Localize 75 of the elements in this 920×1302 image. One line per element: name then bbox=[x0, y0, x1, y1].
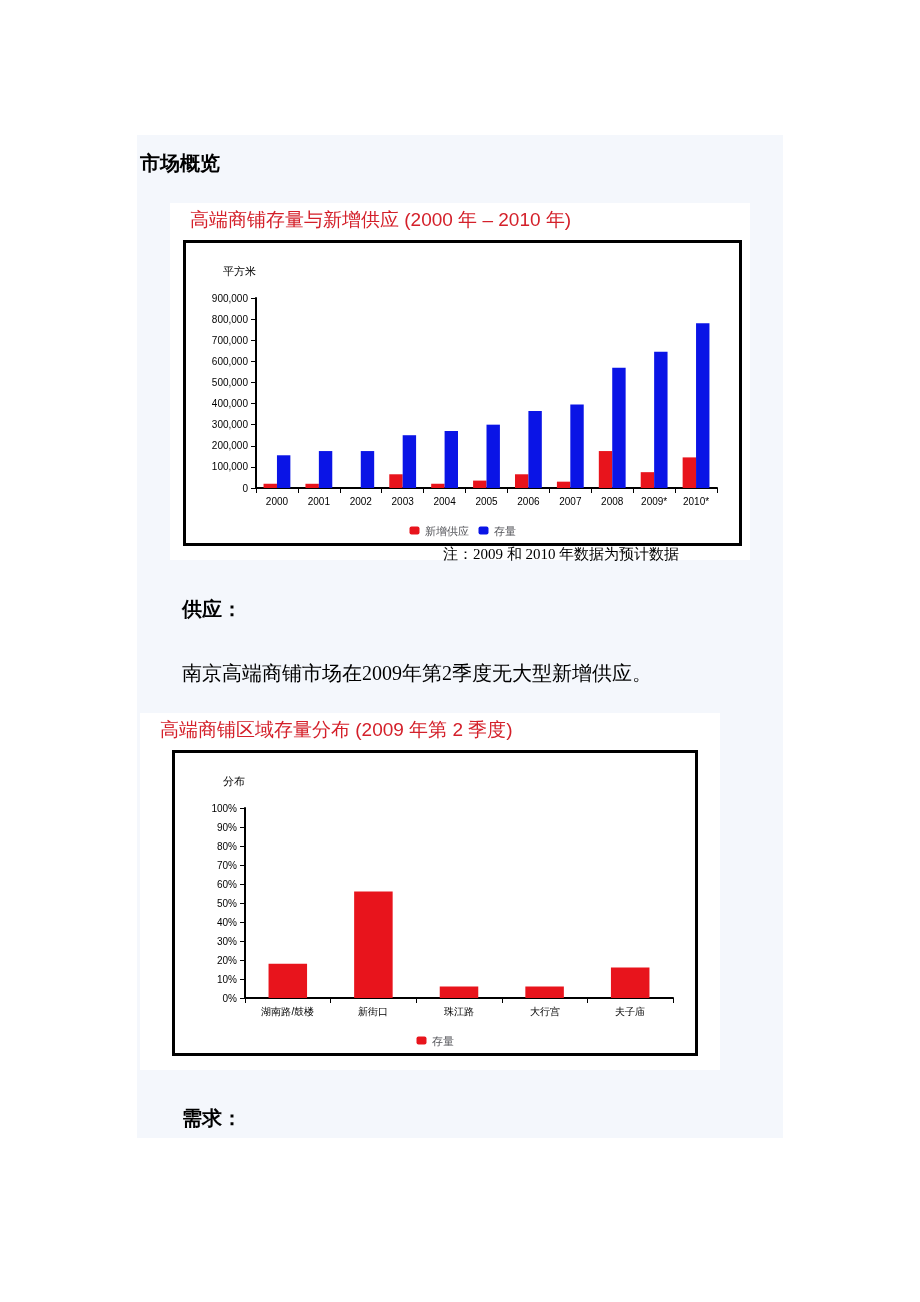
y-tick-label: 100% bbox=[211, 802, 238, 814]
text: 注：2009 和 2010 年数据为预计数据 bbox=[443, 545, 680, 564]
bar bbox=[556, 481, 571, 488]
bar bbox=[354, 891, 393, 998]
x-tick-label: 2008 bbox=[601, 495, 624, 507]
bar bbox=[570, 404, 584, 488]
bar bbox=[402, 435, 417, 488]
bar bbox=[640, 472, 655, 488]
x-tick-label: 2010* bbox=[682, 495, 710, 507]
x-tick-label: 2001 bbox=[307, 495, 331, 507]
x-tick-label: 夫子庙 bbox=[615, 1005, 646, 1017]
text: 南京高端商铺市场在2009年第2季度无大型新增供应。 bbox=[182, 661, 652, 686]
text: 需求： bbox=[182, 1106, 242, 1131]
y-tick-label: 400,000 bbox=[211, 398, 249, 410]
bar bbox=[444, 431, 458, 488]
x-tick-label: 2002 bbox=[349, 495, 373, 507]
y-tick-label: 70% bbox=[216, 859, 238, 871]
bar bbox=[268, 963, 308, 998]
y-tick-label: 600,000 bbox=[211, 355, 249, 367]
x-tick-label: 2004 bbox=[433, 495, 457, 507]
text: 市场概览 bbox=[140, 151, 220, 176]
bar bbox=[525, 986, 564, 998]
y-tick-label: 500,000 bbox=[211, 376, 249, 388]
x-tick-label: 2009* bbox=[641, 495, 668, 507]
bar bbox=[654, 351, 668, 488]
y-tick-label: 0% bbox=[222, 992, 238, 1004]
y-tick-label: 60% bbox=[216, 878, 238, 890]
bar bbox=[305, 483, 319, 488]
y-tick-label: 700,000 bbox=[211, 334, 249, 346]
bar bbox=[515, 474, 529, 488]
y-tick-label: 200,000 bbox=[211, 440, 249, 452]
y-axis-title: 平方米 bbox=[223, 264, 256, 277]
x-tick-label: 湖南路/鼓楼 bbox=[261, 1005, 315, 1017]
y-tick-label: 800,000 bbox=[211, 313, 249, 325]
y-tick-label: 900,000 bbox=[211, 292, 249, 304]
bar bbox=[610, 967, 650, 998]
chart-title: 高端商铺区域存量分布 (2009 年第 2 季度) bbox=[159, 718, 514, 742]
bar bbox=[389, 474, 403, 488]
y-tick-label: 20% bbox=[216, 954, 238, 966]
bar bbox=[473, 480, 487, 488]
x-tick-label: 新街口 bbox=[358, 1005, 389, 1017]
x-tick-label: 2006 bbox=[517, 495, 540, 507]
bar bbox=[598, 451, 613, 488]
bar bbox=[528, 410, 542, 488]
y-tick-label: 80% bbox=[216, 840, 238, 852]
legend-label: 新增供应 bbox=[424, 524, 469, 537]
y-tick-label: 10% bbox=[216, 973, 238, 985]
x-tick-label: 2007 bbox=[559, 495, 582, 507]
x-tick-label: 2005 bbox=[475, 495, 499, 507]
x-tick-label: 大行宫 bbox=[529, 1005, 560, 1017]
y-tick-label: 30% bbox=[216, 935, 238, 947]
bar bbox=[263, 483, 277, 488]
y-tick-label: 40% bbox=[216, 916, 238, 928]
bar bbox=[276, 455, 291, 488]
x-tick-label: 2000 bbox=[265, 495, 289, 507]
bar bbox=[682, 457, 697, 488]
x-tick-label: 2003 bbox=[391, 495, 415, 507]
bar bbox=[439, 986, 479, 998]
bar bbox=[612, 367, 626, 488]
legend-label: 存量 bbox=[431, 1034, 454, 1047]
bar bbox=[696, 323, 710, 488]
legend-label: 存量 bbox=[493, 524, 516, 537]
bar bbox=[486, 424, 500, 488]
y-tick-label: 90% bbox=[216, 821, 238, 833]
y-tick-label: 100,000 bbox=[211, 461, 249, 473]
bar bbox=[431, 483, 445, 488]
chart-title: 高端商铺存量与新增供应 (2000 年 – 2010 年) bbox=[189, 208, 573, 232]
x-tick-label: 珠江路 bbox=[444, 1005, 474, 1017]
text: 供应： bbox=[182, 597, 242, 622]
y-tick-label: 0 bbox=[242, 482, 249, 494]
y-tick-label: 50% bbox=[216, 897, 238, 909]
bar bbox=[318, 451, 333, 488]
y-axis-title: 分布 bbox=[223, 774, 245, 787]
y-tick-label: 300,000 bbox=[211, 419, 249, 431]
bar bbox=[360, 451, 375, 488]
